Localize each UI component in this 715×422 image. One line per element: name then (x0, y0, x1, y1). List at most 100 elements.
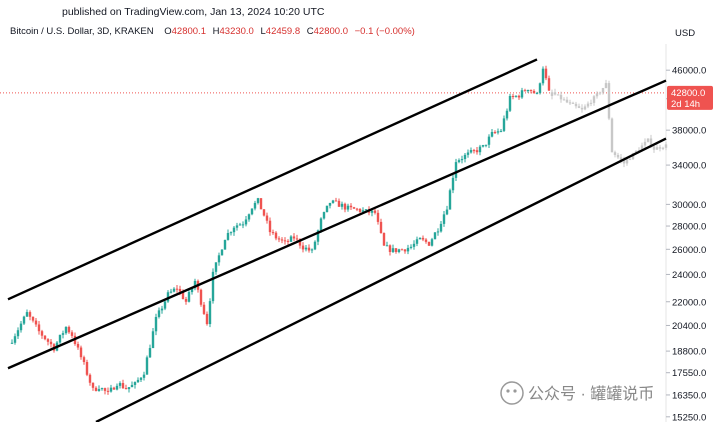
candle-body (343, 203, 347, 210)
candle-143 (439, 221, 443, 233)
candle-90 (280, 237, 284, 244)
candle-43 (139, 377, 143, 383)
candle-110 (340, 201, 344, 210)
candle-49 (157, 307, 161, 319)
candle-2 (16, 327, 20, 340)
candle-body (406, 247, 410, 252)
projected-candle-195 (595, 91, 599, 99)
countdown-value: 2d 14h (671, 99, 700, 110)
projected-candle-body (559, 94, 563, 100)
candle-body (394, 248, 398, 253)
candle-128 (394, 248, 398, 254)
candle-127 (391, 244, 395, 254)
candle-155 (475, 147, 479, 155)
candle-44 (142, 371, 146, 381)
candle-body (460, 159, 464, 161)
candle-body (412, 243, 416, 247)
symbol-label: Bitcoin / U.S. Dollar, 3D, KRAKEN (10, 26, 154, 37)
candle-80 (250, 208, 254, 216)
candle-99 (307, 244, 311, 253)
projected-candle-186 (568, 99, 572, 106)
channel-line-1[interactable] (7, 58, 538, 301)
candle-83 (259, 198, 263, 210)
candle-body (76, 343, 80, 348)
candle-172 (526, 89, 530, 93)
candle-153 (469, 147, 473, 154)
candle-77 (241, 221, 245, 229)
candle-36 (118, 381, 122, 389)
open-value: 42800.1 (172, 26, 206, 37)
candle-150 (460, 155, 464, 164)
candle-body (247, 214, 251, 220)
projected-candle-184 (562, 97, 566, 101)
projected-candle-body (598, 92, 602, 94)
candle-body (496, 131, 500, 133)
candle-body (16, 330, 20, 337)
candle-body (322, 212, 326, 219)
candle-body (424, 239, 428, 242)
candle-61 (193, 278, 197, 291)
candle-73 (229, 231, 233, 236)
channel-line-3[interactable] (95, 137, 667, 422)
candle-body (28, 312, 32, 317)
plot-area (0, 58, 668, 422)
candle-159 (487, 134, 491, 149)
watermark: 公众号 · 罐罐说币 (500, 381, 654, 405)
candle-body (340, 203, 344, 207)
candle-134 (412, 240, 416, 250)
candle-body (100, 388, 104, 390)
candle-body (475, 150, 479, 153)
candle-112 (346, 203, 350, 212)
candle-178 (544, 65, 548, 81)
projected-candle-217 (661, 146, 665, 151)
candle-115 (355, 207, 359, 212)
candle-body (316, 230, 320, 242)
candle-33 (109, 384, 113, 393)
projected-candle-body (613, 152, 617, 155)
candle-body (388, 245, 392, 252)
candle-body (544, 68, 548, 79)
candle-body (292, 236, 296, 239)
change-value: −0.1 (−0.00%) (355, 26, 415, 37)
candle-body (154, 316, 158, 332)
candle-6 (28, 310, 32, 321)
candle-body (112, 387, 116, 390)
candle-body (283, 240, 287, 242)
candle-body (64, 326, 68, 334)
candle-body (298, 239, 302, 246)
candle-51 (163, 300, 167, 311)
candle-164 (502, 115, 506, 133)
candle-body (520, 90, 524, 98)
candle-body (202, 304, 206, 314)
candle-body (142, 374, 146, 378)
projected-candle-body (649, 138, 653, 147)
price-axis[interactable]: 46000.042000.038000.034000.030000.028000… (666, 66, 706, 422)
candle-body (22, 316, 26, 324)
candle-body (346, 205, 350, 210)
candle-body (532, 90, 536, 94)
current-price-value: 42800.0 (671, 88, 705, 99)
candle-body (115, 385, 119, 390)
candle-81 (253, 200, 257, 211)
candle-body (397, 249, 401, 253)
candle-28 (94, 386, 98, 392)
candle-89 (277, 236, 281, 243)
projected-candle-body (550, 92, 554, 96)
projected-candle-198 (604, 79, 608, 89)
projected-candle-body (643, 141, 647, 146)
candle-body (70, 332, 74, 336)
candle-23 (79, 345, 83, 360)
y-tick-label: 38000.0 (672, 126, 706, 137)
candle-17 (61, 330, 65, 339)
candle-body (541, 68, 545, 84)
candle-body (328, 202, 332, 206)
candle-94 (292, 233, 296, 242)
candle-body (127, 387, 131, 390)
candle-body (400, 249, 404, 251)
candle-10 (40, 329, 44, 339)
candle-body (493, 132, 497, 134)
candle-144 (442, 210, 446, 227)
channel-line-2[interactable] (7, 79, 667, 370)
candle-139 (427, 241, 431, 247)
